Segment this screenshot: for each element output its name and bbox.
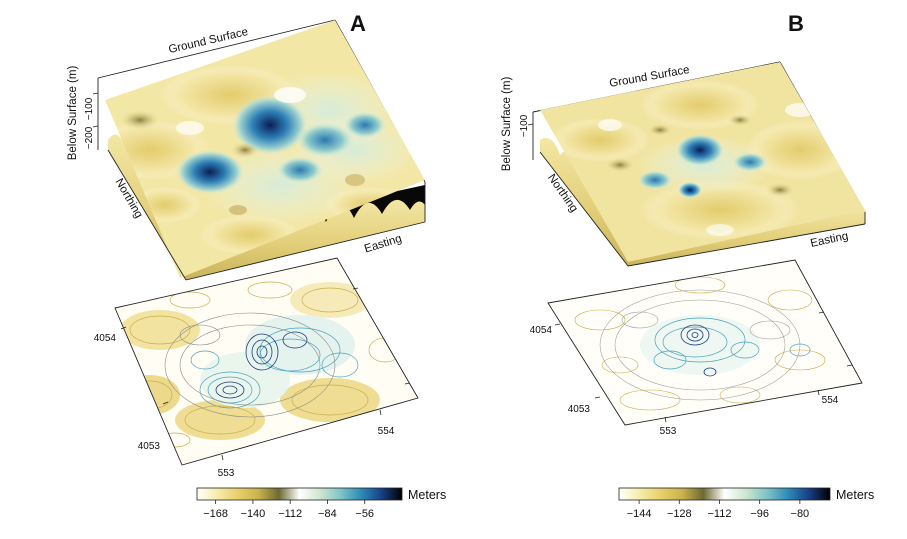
panel-a-contour-map: 4054 4053 553 554 [94,257,419,479]
panel-b-colorbar-tick-label: −144 [627,508,652,520]
panel-a-3d-surface [105,20,425,280]
panel-a-letter: A [350,11,366,36]
panel-b-colorbar-tick-label: −112 [707,508,731,520]
panel-b-depth-axis-label: Below Surface (m) [501,77,513,172]
panel-b-map-northing-tick-0: 4054 [530,325,553,336]
panel-b-colorbar-tick-label: −80 [791,508,810,520]
panel-b-depth-tick-0: −100 [519,114,530,137]
panel-b-map-northing-tick-1: 4053 [568,404,591,415]
panel-a-depth-tick-0: −100 [84,97,95,120]
panel-a-3d-frame-front [107,149,426,281]
panel-a-map-northing-tick-0: 4054 [94,333,117,344]
panel-b-contour-map: 4054 4053 553 554 [530,259,863,437]
panel-a-colorbar-tick-label: −140 [241,508,266,520]
panel-a-colorbar-tick-label: −112 [278,508,302,520]
panel-b: B [501,11,874,520]
panel-b-depth-axis [527,123,534,126]
panel-a-depth-axis-label: Below Surface (m) [67,66,79,161]
panel-a-map-easting-tick-0: 553 [218,468,235,479]
panel-a-colorbar-gradient [196,487,403,501]
panel-b-colorbar-gradient [618,487,831,501]
panel-a-surface-label: Ground Surface [167,26,249,56]
panel-a-colorbar-tick-label: −56 [355,508,374,520]
panel-b-letter: B [788,11,804,36]
panel-b-colorbar: −144 −128 −112 −96 −80 Meters [618,487,874,520]
panel-b-colorbar-title: Meters [836,488,874,502]
panel-a-map-easting-tick-1: 554 [378,426,395,437]
panel-a: A [67,11,446,520]
panel-a-colorbar: −168 −140 −112 −84 −56 Meters [196,487,446,520]
panel-a-easting-label: Easting [363,233,403,256]
panel-a-map-northing-tick-1: 4053 [138,441,161,452]
panel-a-colorbar-tick-label: −84 [318,508,337,520]
panel-a-depth-tick-1: −200 [84,126,95,149]
panel-a-colorbar-tick-label: −168 [203,508,228,520]
panel-b-3d-frame-front [539,151,866,267]
panel-a-colorbar-title: Meters [408,488,446,502]
panel-b-map-easting-tick-0: 553 [660,426,677,437]
panel-b-map-easting-tick-1: 554 [822,395,839,406]
panel-b-colorbar-tick-label: −128 [667,508,692,520]
panel-b-colorbar-tick-label: −96 [750,508,769,520]
panel-a-depth-axis [92,92,99,128]
panel-b-3d-surface [540,62,865,266]
